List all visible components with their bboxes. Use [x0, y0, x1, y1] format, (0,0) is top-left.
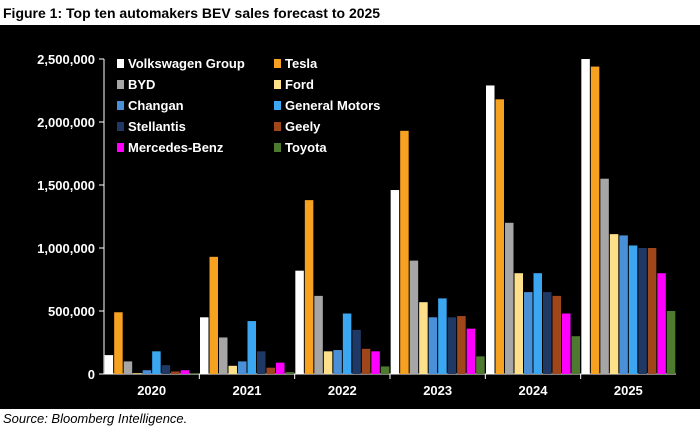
legend-label: Changan: [128, 98, 184, 113]
bars: [104, 59, 676, 375]
y-tick-label: 2,500,000: [37, 52, 95, 67]
legend: Volkswagen Group Tesla BYD Ford Changan Gener…: [117, 56, 380, 155]
x-tick-label: 2021: [233, 383, 262, 398]
bar: [266, 367, 275, 374]
legend-label: BYD: [128, 77, 155, 92]
bar: [600, 178, 609, 374]
y-tick-label: 500,000: [48, 304, 95, 319]
bar: [104, 355, 114, 374]
legend-label: Toyota: [285, 140, 327, 155]
bar: [295, 270, 304, 374]
legend-swatch: [117, 122, 124, 131]
bar: [657, 273, 666, 374]
legend-label: General Motors: [285, 98, 380, 113]
legend-swatch: [274, 143, 281, 152]
x-tick-label: 2022: [328, 383, 357, 398]
bar: [581, 59, 590, 374]
bar: [476, 356, 485, 374]
bar: [247, 321, 256, 374]
bar: [352, 329, 361, 374]
bar: [314, 295, 323, 374]
bar: [200, 317, 209, 374]
bar: [505, 222, 514, 374]
legend-swatch: [117, 143, 124, 152]
bar: [152, 351, 161, 374]
bar: [571, 336, 580, 374]
bar-chart: 0 500,000 1,000,000 1,500,000 2,000,000 2,500…: [37, 52, 676, 398]
legend-swatch: [117, 80, 124, 89]
bar: [590, 66, 600, 374]
bar: [142, 370, 152, 374]
figure-title: Figure 1: Top ten automakers BEV sales f…: [3, 5, 381, 21]
y-tick-label: 2,000,000: [37, 115, 95, 130]
axes: 0 500,000 1,000,000 1,500,000 2,000,000 2,500…: [37, 52, 676, 398]
legend-label: Volkswagen Group: [128, 56, 245, 71]
legend-label: Geely: [285, 119, 321, 134]
bar: [562, 313, 571, 374]
source-note: Source: Bloomberg Intelligence.: [3, 411, 188, 426]
bar: [514, 273, 523, 374]
legend-label: Mercedes-Benz: [128, 140, 224, 155]
bar: [285, 372, 294, 374]
bar: [638, 248, 647, 374]
bar: [619, 235, 628, 374]
bar: [133, 373, 142, 374]
bar: [228, 365, 237, 374]
legend-swatch: [117, 101, 124, 110]
bar: [333, 350, 342, 374]
bar: [495, 99, 504, 374]
bar: [304, 200, 314, 374]
x-tick-label: 2024: [519, 383, 549, 398]
bar: [447, 317, 457, 374]
bar: [666, 311, 676, 374]
bar: [552, 295, 561, 374]
legend-swatch: [274, 122, 281, 131]
bar: [390, 190, 400, 374]
bar: [361, 348, 371, 374]
bar: [400, 130, 409, 374]
bar: [380, 366, 390, 374]
bar: [323, 351, 333, 374]
legend-swatch: [117, 59, 124, 68]
bar: [466, 328, 476, 374]
legend-label: Stellantis: [128, 119, 186, 134]
legend-swatch: [274, 101, 281, 110]
legend-label: Ford: [285, 77, 314, 92]
chart-area: 0 500,000 1,000,000 1,500,000 2,000,000 2,500…: [0, 25, 700, 409]
x-tick-label: 2023: [423, 383, 452, 398]
bar: [161, 365, 171, 374]
bar: [428, 317, 438, 374]
bar: [238, 361, 247, 374]
bar: [524, 292, 533, 374]
y-tick-label: 0: [88, 367, 95, 382]
y-tick-label: 1,000,000: [37, 241, 95, 256]
bar: [276, 362, 285, 374]
bar: [123, 361, 133, 374]
bar: [209, 256, 218, 374]
bar: [114, 312, 123, 374]
bar: [647, 248, 657, 374]
legend-label: Tesla: [285, 56, 318, 71]
bar: [419, 302, 428, 374]
bar: [190, 373, 199, 374]
bar: [486, 85, 495, 375]
x-tick-label: 2025: [614, 383, 643, 398]
bar: [533, 273, 542, 374]
bar: [342, 313, 352, 374]
bar: [409, 260, 419, 374]
bar: [180, 370, 190, 374]
x-tick-label: 2020: [137, 383, 166, 398]
bar: [257, 351, 266, 374]
legend-swatch: [274, 59, 281, 68]
bar: [371, 351, 380, 374]
y-tick-label: 1,500,000: [37, 178, 95, 193]
bar: [609, 234, 619, 374]
bar: [628, 245, 638, 374]
legend-swatch: [274, 80, 281, 89]
bar: [438, 298, 447, 374]
bar: [171, 371, 180, 374]
bar: [219, 337, 228, 374]
bar: [457, 316, 466, 374]
bar: [543, 292, 552, 374]
